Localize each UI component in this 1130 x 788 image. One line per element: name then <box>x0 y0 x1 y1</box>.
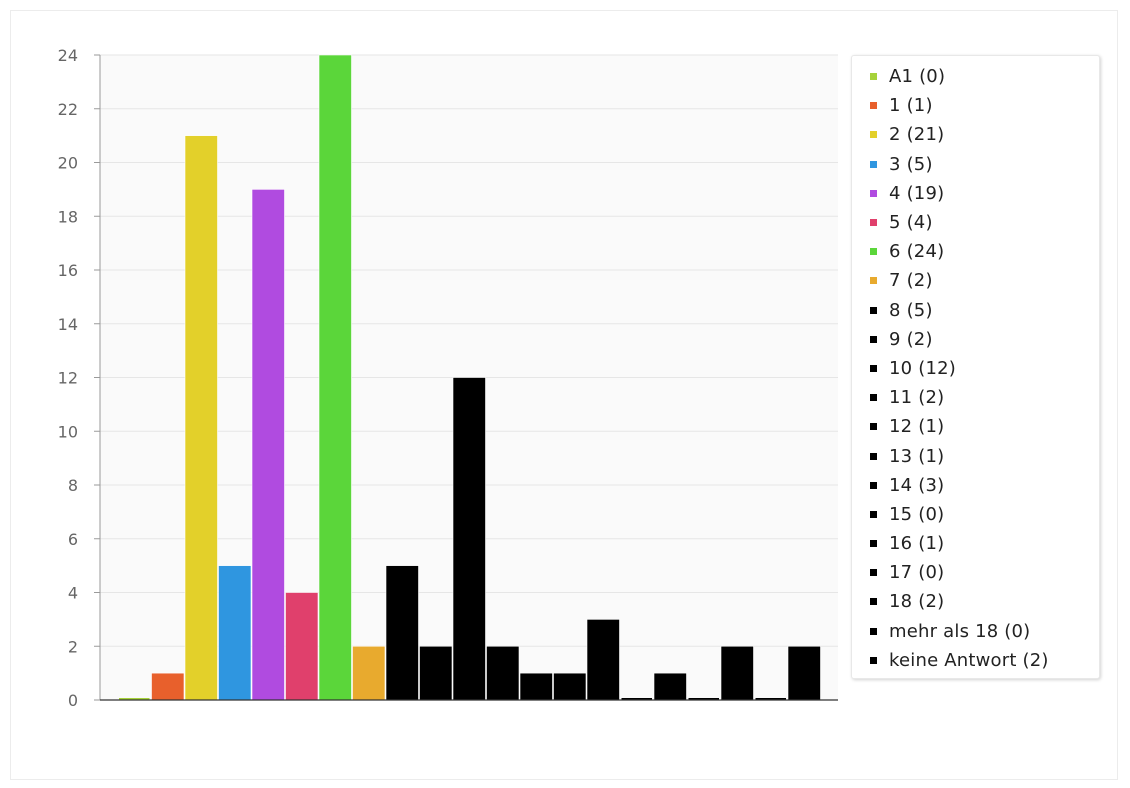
legend-swatch <box>870 219 877 227</box>
legend-swatch <box>870 248 877 256</box>
legend-item[interactable]: 6 (24) <box>870 237 1099 266</box>
legend-item[interactable]: mehr als 18 (0) <box>870 617 1099 646</box>
bar-6[interactable] <box>318 54 352 701</box>
y-tick-label: 18 <box>58 207 78 226</box>
legend-swatch <box>870 73 877 81</box>
legend-swatch <box>870 131 877 139</box>
legend-label: 13 (1) <box>889 445 945 467</box>
legend-label: keine Antwort (2) <box>889 649 1049 671</box>
y-tick-label: 24 <box>58 46 78 65</box>
bars <box>119 54 821 701</box>
bar-16[interactable] <box>653 672 687 701</box>
legend-item[interactable]: 11 (2) <box>870 383 1099 412</box>
legend-swatch <box>870 364 877 372</box>
legend-item[interactable]: keine Antwort (2) <box>870 646 1099 675</box>
legend-swatch <box>870 510 877 518</box>
bar-5[interactable] <box>285 592 319 701</box>
legend-label: mehr als 18 (0) <box>889 620 1031 642</box>
y-tick-label: 14 <box>58 315 78 334</box>
bar-10[interactable] <box>452 377 486 701</box>
y-tick-label: 0 <box>68 691 78 710</box>
bar-7[interactable] <box>352 645 386 701</box>
legend-label: 2 (21) <box>889 124 945 146</box>
legend-item[interactable]: 8 (5) <box>870 296 1099 325</box>
bar-13[interactable] <box>553 672 587 701</box>
legend-label: 9 (2) <box>889 328 933 350</box>
legend-label: 8 (5) <box>889 299 933 321</box>
bar-12[interactable] <box>519 672 553 701</box>
bar-18[interactable] <box>720 645 754 701</box>
legend-swatch <box>870 627 877 635</box>
legend-item[interactable]: 1 (1) <box>870 91 1099 120</box>
legend-label: 4 (19) <box>889 182 945 204</box>
y-tick-label: 6 <box>68 530 78 549</box>
bar-2[interactable] <box>184 135 218 701</box>
legend-item[interactable]: 15 (0) <box>870 500 1099 529</box>
legend-item[interactable]: 17 (0) <box>870 558 1099 587</box>
bar-9[interactable] <box>419 645 453 701</box>
legend-label: 10 (12) <box>889 357 956 379</box>
bar-keine-antwort[interactable] <box>787 645 821 701</box>
legend-swatch <box>870 569 877 577</box>
y-tick-label: 2 <box>68 637 78 656</box>
legend-label: 3 (5) <box>889 153 933 175</box>
y-tick-label: 8 <box>68 476 78 495</box>
bar-1[interactable] <box>151 672 185 701</box>
legend-item[interactable]: 3 (5) <box>870 150 1099 179</box>
legend-swatch <box>870 598 877 606</box>
bar-8[interactable] <box>385 565 419 701</box>
bar-11[interactable] <box>486 645 520 701</box>
y-tick-label: 20 <box>58 154 78 173</box>
legend-label: 11 (2) <box>889 387 945 409</box>
legend-swatch <box>870 394 877 402</box>
legend-item[interactable]: 5 (4) <box>870 208 1099 237</box>
legend-label: 12 (1) <box>889 416 945 438</box>
legend-swatch <box>870 160 877 168</box>
bar-4[interactable] <box>251 189 285 701</box>
legend-label: 1 (1) <box>889 95 933 117</box>
legend-label: 6 (24) <box>889 241 945 263</box>
legend-label: 7 (2) <box>889 270 933 292</box>
legend-swatch <box>870 189 877 197</box>
y-tick-label: 10 <box>58 422 78 441</box>
legend-label: 14 (3) <box>889 474 945 496</box>
legend-swatch <box>870 277 877 285</box>
legend-swatch <box>870 481 877 489</box>
legend-item[interactable]: 12 (1) <box>870 412 1099 441</box>
bar-14[interactable] <box>586 619 620 701</box>
bar-3[interactable] <box>218 565 252 701</box>
legend-swatch <box>870 423 877 431</box>
legend-item[interactable]: A1 (0) <box>870 62 1099 91</box>
legend-item[interactable]: 14 (3) <box>870 471 1099 500</box>
legend: A1 (0) 1 (1) 2 (21) 3 (5) 4 (19) 5 (4) 6 (24) 7… <box>851 55 1100 679</box>
legend-swatch <box>870 540 877 548</box>
legend-item[interactable]: 10 (12) <box>870 354 1099 383</box>
legend-label: 5 (4) <box>889 212 933 234</box>
legend-label: A1 (0) <box>889 66 946 88</box>
legend-label: 18 (2) <box>889 591 945 613</box>
legend-swatch <box>870 306 877 314</box>
legend-item[interactable]: 7 (2) <box>870 266 1099 295</box>
legend-item[interactable]: 18 (2) <box>870 587 1099 616</box>
y-tick-label: 16 <box>58 261 78 280</box>
legend-item[interactable]: 2 (21) <box>870 120 1099 149</box>
y-tick-label: 22 <box>58 100 78 119</box>
y-tick-label: 4 <box>68 584 78 603</box>
legend-label: 17 (0) <box>889 562 945 584</box>
legend-item[interactable]: 4 (19) <box>870 179 1099 208</box>
legend-item[interactable]: 16 (1) <box>870 529 1099 558</box>
legend-label: 16 (1) <box>889 533 945 555</box>
y-tick-label: 12 <box>58 369 78 388</box>
legend-swatch <box>870 452 877 460</box>
legend-label: 15 (0) <box>889 503 945 525</box>
legend-swatch <box>870 656 877 664</box>
legend-item[interactable]: 9 (2) <box>870 325 1099 354</box>
legend-swatch <box>870 335 877 343</box>
legend-item[interactable]: 13 (1) <box>870 441 1099 470</box>
legend-swatch <box>870 102 877 110</box>
